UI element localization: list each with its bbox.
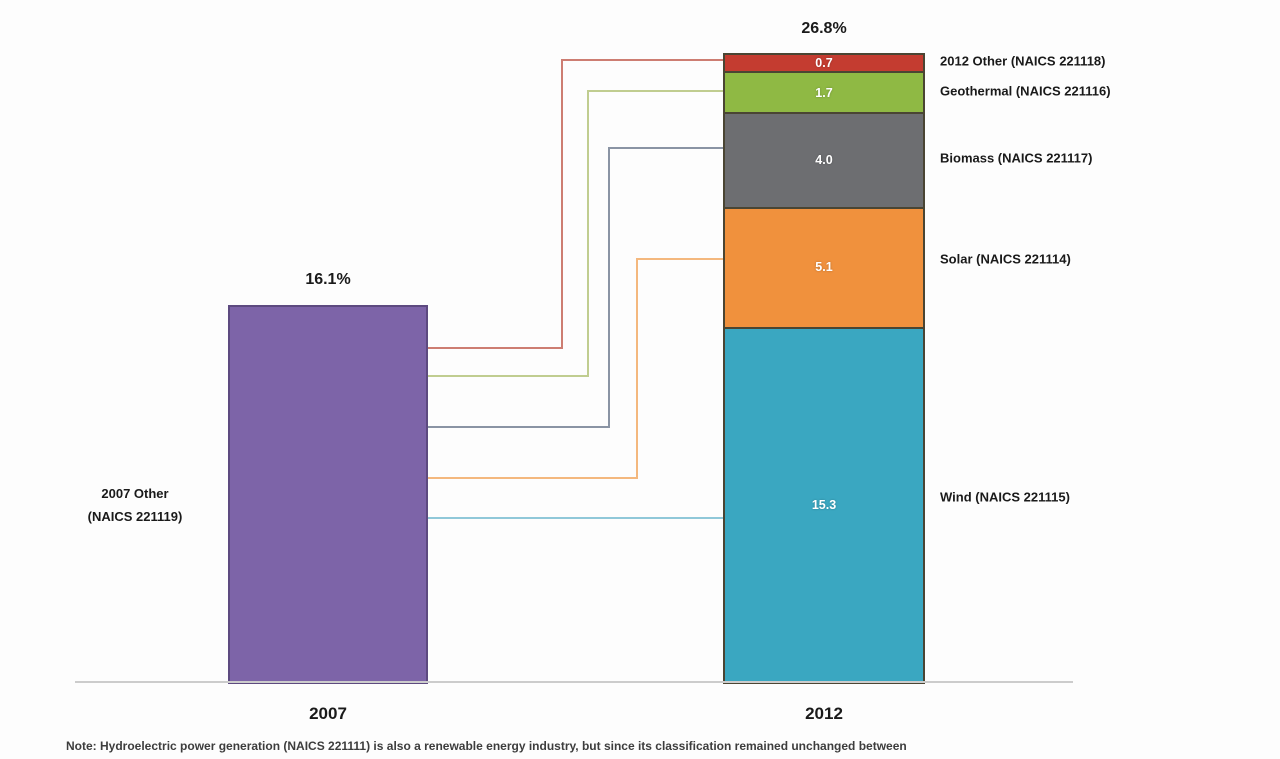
connector-geothermal-naics-221116 — [428, 90, 723, 377]
segment-label-2012-other-naics-221118: 2012 Other (NAICS 221118) — [940, 53, 1106, 69]
segment-value-solar-naics-221114: 5.1 — [815, 260, 833, 275]
segment-label-geothermal-naics-221116: Geothermal (NAICS 221116) — [940, 83, 1111, 99]
connector-2012-other-naics-221118 — [428, 59, 723, 349]
connector-solar-naics-221114 — [428, 258, 723, 479]
category-label-2012: 2012 — [805, 704, 843, 723]
footnote-text: Note: Hydroelectric power generation (NA… — [66, 739, 907, 753]
left-bar-label: 2007 Other (NAICS 221119) — [55, 482, 215, 528]
bar-2012: 0.7 1.7 4.0 5.1 15.3 — [723, 53, 925, 684]
total-label-2012: 26.8% — [801, 20, 847, 37]
segment-value-2012-other-naics-221118: 0.7 — [815, 55, 833, 70]
segment-label-wind-naics-221115: Wind (NAICS 221115) — [940, 489, 1070, 505]
bar-2007 — [228, 304, 428, 684]
segment-solar-naics-221114: 5.1 — [725, 206, 923, 327]
segment-label-biomass-naics-221117: Biomass (NAICS 221117) — [940, 150, 1093, 166]
segment-wind-naics-221115: 15.3 — [725, 326, 923, 683]
segment-value-geothermal-naics-221116: 1.7 — [815, 85, 833, 100]
segment-biomass-naics-221117: 4.0 — [725, 112, 923, 207]
left-bar-label-line1: 2007 Other — [101, 486, 169, 501]
category-label-2007: 2007 — [309, 704, 347, 723]
x-axis-line — [75, 681, 1073, 683]
segment-value-wind-naics-221115: 15.3 — [811, 498, 837, 513]
segment-geothermal-naics-221116: 1.7 — [725, 71, 923, 113]
segment-value-biomass-naics-221117: 4.0 — [815, 153, 833, 168]
connector-biomass-naics-221117 — [428, 147, 723, 428]
total-label-2007: 16.1% — [305, 270, 351, 288]
left-bar-label-line2: (NAICS 221119) — [87, 509, 183, 524]
segment-2012-other-naics-221118: 0.7 — [725, 55, 923, 72]
segment-label-solar-naics-221114: Solar (NAICS 221114) — [940, 251, 1071, 267]
